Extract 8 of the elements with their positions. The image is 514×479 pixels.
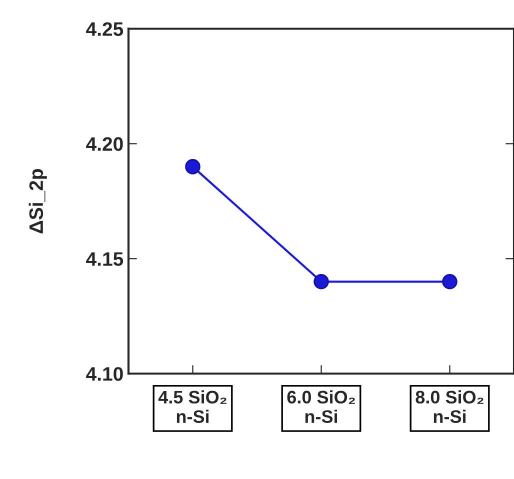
x-tick-label: 8.0 SiO₂ n-Si	[416, 390, 484, 423]
x-tick-label: 4.5 SiO₂ n-Si	[158, 390, 226, 423]
y-tick-label: 4.15	[86, 252, 124, 266]
y-tick-label: 4.20	[86, 137, 123, 151]
y-tick-label: 4.25	[86, 22, 124, 36]
y-tick-label: 4.10	[86, 367, 123, 381]
y-axis-title: ΔSi_2p	[28, 169, 47, 234]
x-tick-label: 6.0 SiO₂ n-Si	[287, 390, 355, 423]
